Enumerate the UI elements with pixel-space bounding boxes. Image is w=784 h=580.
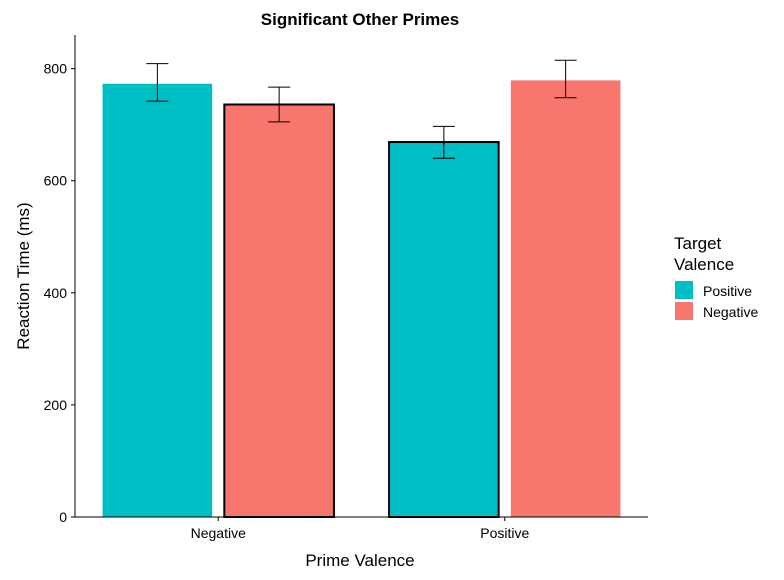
y-tick-label: 800 [44,61,68,77]
bars-layer [102,80,621,519]
x-axis-title: Prime Valence [305,551,414,570]
y-tick-label: 600 [44,173,68,189]
legend: Target Valence Positive Negative [674,234,758,320]
legend-label-negative: Negative [703,304,758,320]
legend-swatch-negative [675,302,693,320]
legend-label-positive: Positive [703,283,752,299]
bar-negative-positive [510,80,621,517]
legend-title-line-2: Valence [674,255,734,274]
y-tick-label: 0 [59,509,67,525]
error-bars-layer [146,59,577,159]
x-ticks: Negative Positive [191,517,529,541]
y-axis-title: Reaction Time (ms) [14,202,33,349]
legend-items: Positive Negative [675,281,758,320]
legend-title-line-1: Target [674,234,722,253]
bar-negative-negative [223,103,335,518]
bar-positive-negative [102,83,213,517]
x-tick-label: Negative [191,525,246,541]
y-ticks: 0 200 400 600 800 [44,61,75,525]
y-tick-label: 400 [44,285,68,301]
x-tick-label: Positive [480,525,529,541]
y-tick-label: 200 [44,397,68,413]
legend-swatch-positive [675,281,693,299]
chart-title: Significant Other Primes [261,10,459,29]
bar-positive-positive [388,141,500,519]
